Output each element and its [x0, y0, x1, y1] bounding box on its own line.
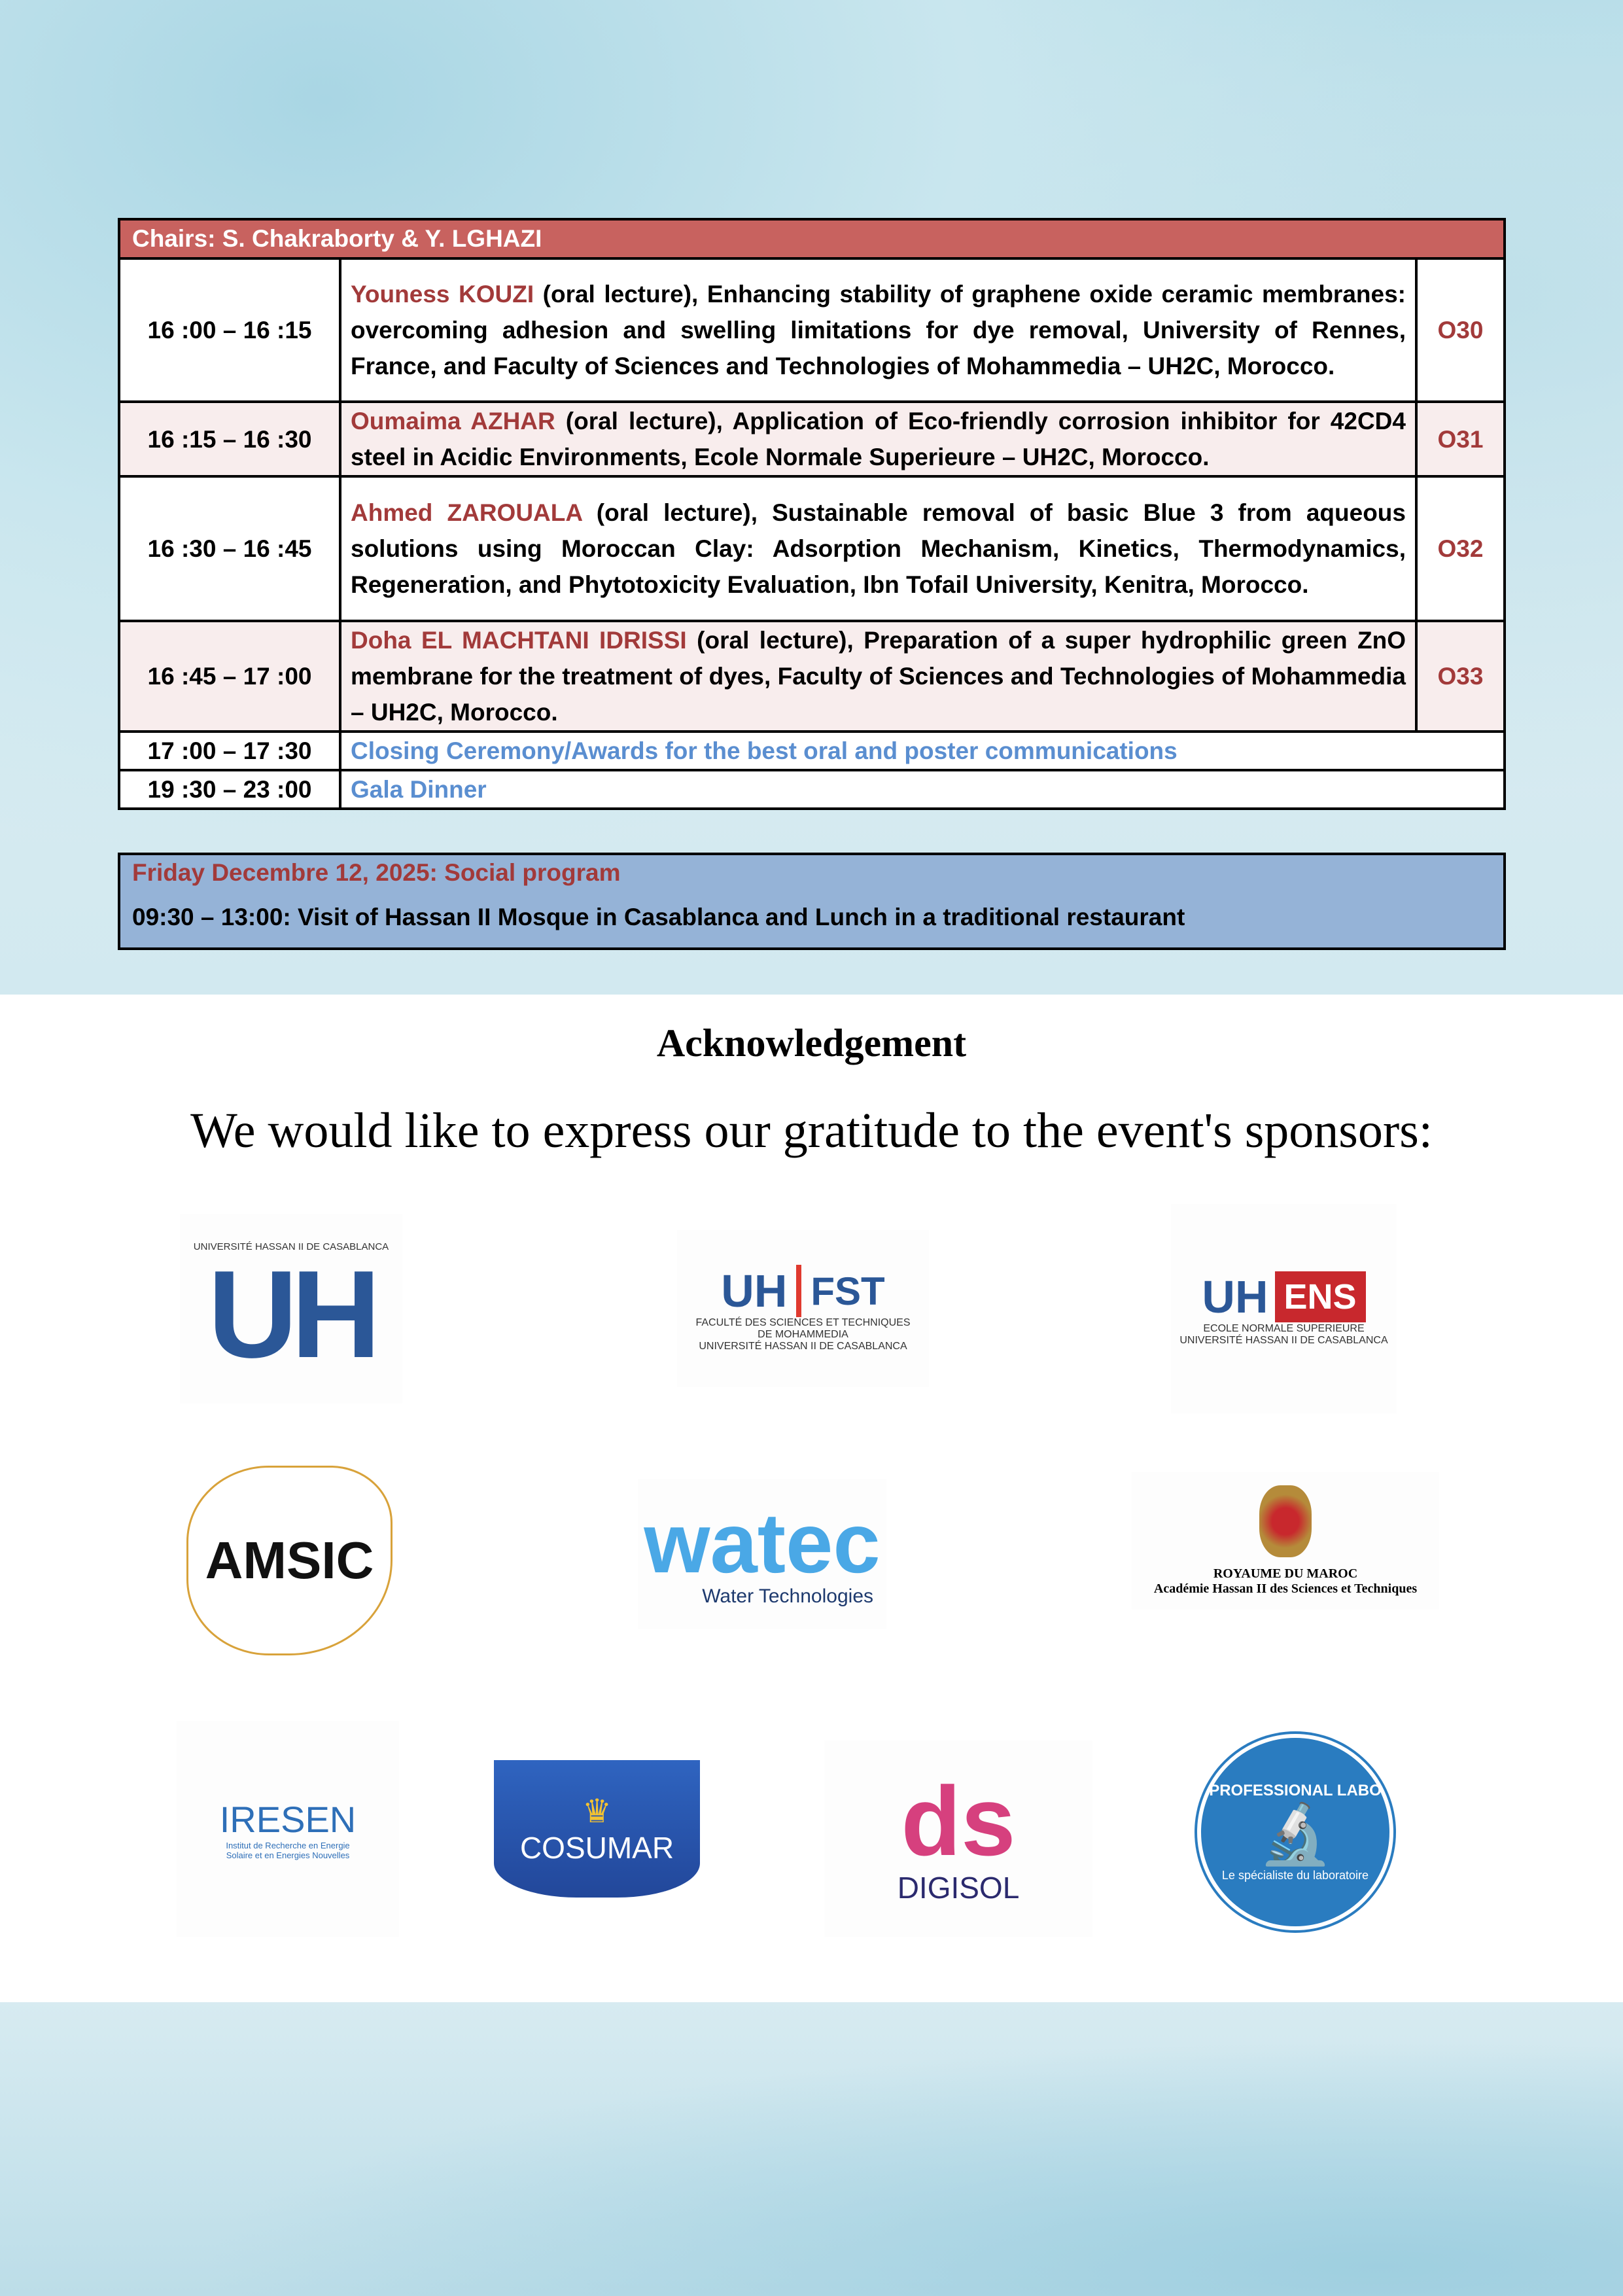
time-slot: 16 :15 – 16 :30 — [118, 400, 341, 478]
program-table: Chairs: S. Chakraborty & Y. LGHAZI 16 :0… — [118, 218, 1506, 810]
fst-mark: FST — [811, 1269, 885, 1313]
professional-labo-logo: PROFESSIONAL LABO 🔬 Le spécialiste du la… — [1197, 1734, 1393, 1930]
talk-details: (oral lecture), Enhancing stability of g… — [351, 281, 1406, 380]
talk: Ahmed ZAROUALA (oral lecture), Sustainab… — [339, 475, 1418, 622]
ens-mark: ENS — [1274, 1271, 1366, 1322]
watec-sub: Water Technologies — [702, 1585, 873, 1607]
talk: Youness KOUZI (oral lecture), Enhancing … — [339, 257, 1418, 403]
royaume-line2: Académie Hassan II des Sciences et Techn… — [1153, 1581, 1418, 1596]
cosumar-mark: COSUMAR — [519, 1831, 674, 1865]
ens-logo: UH ENS ECOLE NORMALE SUPERIEURE UNIVERSIT… — [1171, 1204, 1397, 1413]
table-row: 17 :00 – 17 :30 Closing Ceremony/Awards … — [118, 730, 1506, 771]
time-slot: 19 :30 – 23 :00 — [118, 769, 341, 810]
uh2c-logo: UNIVERSITÉ HASSAN II DE CASABLANCA UH — [180, 1214, 402, 1404]
microscope-icon: 🔬 — [1258, 1802, 1333, 1867]
ens-line2: UNIVERSITÉ HASSAN II DE CASABLANCA — [1179, 1335, 1388, 1346]
table-row: 19 :30 – 23 :00 Gala Dinner — [118, 769, 1506, 810]
social-program-box: Friday Decembre 12, 2025: Social program… — [118, 853, 1506, 950]
talk-details: (oral lecture), Application of Eco-frien… — [351, 408, 1406, 470]
table-row: 16 :30 – 16 :45 Ahmed ZAROUALA (oral lec… — [118, 475, 1506, 622]
academie-logo: ROYAUME DU MAROC Académie Hassan II des … — [1132, 1472, 1439, 1610]
talk-code: O31 — [1415, 400, 1506, 478]
uh2c-name: UNIVERSITÉ HASSAN II DE CASABLANCA — [193, 1241, 389, 1252]
chairs-label: Chairs: S. Chakraborty & Y. LGHAZI — [118, 218, 1506, 260]
watec-mark: watec — [644, 1495, 881, 1591]
event: Gala Dinner — [339, 769, 1506, 810]
coat-of-arms-icon — [1259, 1485, 1312, 1557]
talk-details: (oral lecture), Preparation of a super h… — [351, 627, 1406, 726]
ens-line1: ECOLE NORMALE SUPERIEURE — [1203, 1323, 1365, 1334]
time-slot: 16 :45 – 17 :00 — [118, 620, 341, 733]
table-row: 16 :00 – 16 :15 Youness KOUZI (oral lect… — [118, 257, 1506, 403]
royaume-line1: ROYAUME DU MAROC — [1213, 1566, 1358, 1581]
fst-logo: UH FST FACULTÉ DES SCIENCES ET TECHNIQUES… — [677, 1230, 929, 1387]
time-slot: 17 :00 – 17 :30 — [118, 730, 341, 771]
amsic-mark: AMSIC — [205, 1531, 374, 1589]
iresen-mark: IRESEN — [219, 1798, 357, 1840]
talk: Doha EL MACHTANI IDRISSI (oral lecture),… — [339, 620, 1418, 733]
digisol-mark: ds — [901, 1766, 1016, 1876]
prolabo-bottom: Le spécialiste du laboratoire — [1221, 1869, 1369, 1882]
speaker: Youness KOUZI — [351, 281, 534, 308]
social-content: 09:30 – 13:00: Visit of Hassan II Mosque… — [132, 904, 1185, 930]
talk-code: O30 — [1415, 257, 1506, 403]
speaker: Doha EL MACHTANI IDRISSI — [351, 627, 687, 654]
amsic-logo: AMSIC — [186, 1466, 393, 1655]
talk-details: (oral lecture), Sustainable removal of b… — [351, 499, 1406, 598]
time-slot: 16 :30 – 16 :45 — [118, 475, 341, 622]
iresen-logo: IRESEN Institut de Recherche en Energie … — [177, 1721, 399, 1937]
talk: Oumaima AZHAR (oral lecture), Applicatio… — [339, 400, 1418, 478]
table-row: 16 :45 – 17 :00 Doha EL MACHTANI IDRISSI… — [118, 620, 1506, 733]
uh2c-mark: UH — [207, 1245, 381, 1384]
fst-line1: FACULTÉ DES SCIENCES ET TECHNIQUES — [695, 1317, 911, 1328]
talk-code: O32 — [1415, 475, 1506, 622]
acknowledgement-heading: Acknowledgement — [656, 1021, 967, 1065]
speaker: Oumaima AZHAR — [351, 408, 555, 434]
time-slot: 16 :00 – 16 :15 — [118, 257, 341, 403]
cosumar-logo: ♛ COSUMAR — [494, 1760, 700, 1898]
social-title: Friday Decembre 12, 2025: Social program — [132, 859, 621, 886]
digisol-sub: DIGISOL — [897, 1871, 1020, 1905]
prolabo-top: PROFESSIONAL LABO — [1209, 1782, 1382, 1799]
talk-code: O33 — [1415, 620, 1506, 733]
iresen-sub: Institut de Recherche en Energie Solaire… — [226, 1840, 350, 1860]
crown-icon: ♛ — [582, 1793, 612, 1829]
speaker: Ahmed ZAROUALA — [351, 499, 582, 526]
digisol-logo: ds DIGISOL — [824, 1740, 1092, 1937]
gratitude-text: We would like to express our gratitude t… — [190, 1103, 1433, 1158]
fst-line2: DE MOHAMMEDIA — [758, 1329, 848, 1340]
fst-line3: UNIVERSITÉ HASSAN II DE CASABLANCA — [699, 1341, 907, 1352]
bottom-background — [0, 2002, 1623, 2296]
watec-logo: watec Water Technologies — [638, 1479, 886, 1629]
event: Closing Ceremony/Awards for the best ora… — [339, 730, 1506, 771]
table-row: 16 :15 – 16 :30 Oumaima AZHAR (oral lect… — [118, 400, 1506, 478]
chairs-row: Chairs: S. Chakraborty & Y. LGHAZI — [118, 218, 1506, 260]
